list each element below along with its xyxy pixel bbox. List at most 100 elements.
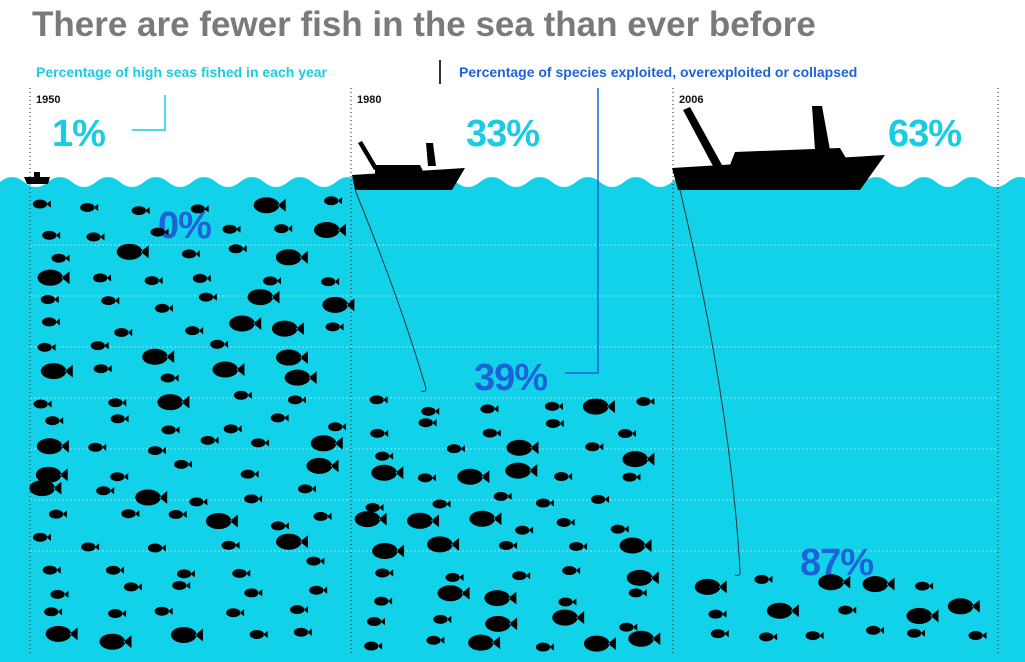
- fish: [200, 435, 219, 445]
- fish: [240, 469, 259, 479]
- fish: [370, 428, 389, 438]
- species-pct: 39%: [474, 357, 547, 399]
- fish: [154, 606, 173, 616]
- fish: [93, 364, 112, 374]
- fish: [263, 276, 282, 286]
- fish: [45, 625, 78, 642]
- fish: [805, 631, 824, 641]
- fish: [150, 227, 169, 237]
- fish: [313, 511, 332, 521]
- fish: [228, 244, 247, 254]
- fish: [371, 464, 404, 481]
- fish: [708, 609, 727, 619]
- high-seas-pct: 33%: [466, 113, 539, 155]
- fish: [108, 398, 127, 408]
- fish: [482, 428, 501, 438]
- fish: [619, 622, 638, 632]
- fish: [515, 525, 534, 535]
- fish: [93, 273, 112, 283]
- connector: [565, 88, 599, 374]
- fish: [275, 249, 308, 266]
- fish: [232, 568, 251, 578]
- fish: [249, 629, 268, 639]
- fish: [375, 568, 394, 578]
- title: There are fewer fish in the sea than eve…: [32, 5, 816, 44]
- fish: [426, 635, 445, 645]
- legend-species: Percentage of species exploited, overexp…: [459, 64, 857, 80]
- fish: [585, 442, 604, 452]
- fish: [427, 536, 460, 553]
- fish: [41, 317, 60, 327]
- high-seas-pct: 63%: [888, 113, 961, 155]
- fish: [480, 404, 499, 414]
- fish: [407, 512, 440, 529]
- fish: [619, 537, 652, 554]
- fish: [554, 472, 573, 482]
- fish: [44, 607, 63, 617]
- fish: [157, 394, 190, 411]
- fish: [101, 296, 120, 306]
- fish: [121, 509, 140, 519]
- year: 1980: [357, 94, 381, 106]
- fish: [512, 571, 531, 581]
- fish: [484, 590, 517, 607]
- fish: [37, 269, 70, 286]
- fish: [628, 588, 647, 598]
- fish: [369, 395, 388, 405]
- fish: [36, 438, 69, 455]
- fish: [636, 397, 655, 407]
- fish: [947, 598, 980, 615]
- fish: [445, 572, 464, 582]
- fish: [552, 609, 585, 626]
- fish: [457, 468, 490, 485]
- legend-high-seas: Percentage of high seas fished in each y…: [36, 64, 328, 80]
- fish: [32, 199, 51, 209]
- fish: [154, 303, 173, 313]
- fish: [366, 617, 385, 627]
- fish: [535, 498, 554, 508]
- fish: [221, 540, 240, 550]
- fish: [29, 480, 62, 497]
- fish: [99, 633, 132, 650]
- fish: [313, 221, 346, 238]
- fish: [185, 326, 204, 336]
- year: 1950: [36, 94, 60, 106]
- fish: [818, 574, 851, 591]
- fish: [324, 196, 343, 206]
- fish: [446, 444, 465, 454]
- fish: [233, 390, 252, 400]
- fish: [189, 497, 208, 507]
- dividers: [29, 88, 999, 655]
- fish: [198, 292, 217, 302]
- fish: [108, 609, 127, 619]
- fish: [123, 582, 142, 592]
- fish: [417, 473, 436, 483]
- fish: [372, 542, 405, 559]
- fish: [270, 521, 289, 531]
- fish: [694, 578, 727, 595]
- fish: [174, 459, 193, 469]
- fish: [33, 399, 52, 409]
- fish: [591, 494, 610, 504]
- fish: [838, 605, 857, 615]
- fish: [556, 517, 575, 527]
- year: 2006: [679, 94, 703, 106]
- fish: [626, 569, 659, 586]
- fish: [247, 289, 280, 306]
- fish: [229, 315, 262, 332]
- fish: [437, 585, 470, 602]
- fish: [110, 472, 129, 482]
- fish: [325, 322, 344, 332]
- fish: [190, 204, 209, 214]
- fish: [322, 296, 355, 313]
- high-seas-pct: 1%: [52, 113, 105, 155]
- fish: [192, 273, 211, 283]
- fish: [288, 395, 307, 405]
- fish: [90, 341, 109, 351]
- fish: [160, 373, 179, 383]
- fish: [105, 565, 124, 575]
- fish: [506, 439, 539, 456]
- fish: [161, 425, 180, 435]
- fish: [170, 626, 203, 643]
